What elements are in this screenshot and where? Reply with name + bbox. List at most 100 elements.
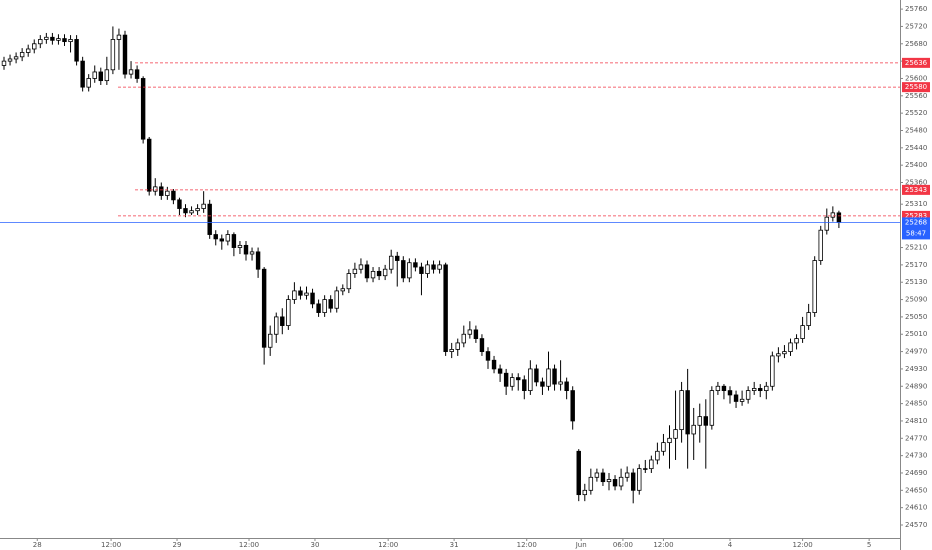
candle-body: [219, 238, 225, 242]
candle-body: [479, 338, 485, 352]
candle-body: [637, 468, 642, 491]
candle-body: [715, 385, 721, 392]
countdown: 58:47: [906, 229, 926, 237]
candle-body: [328, 299, 333, 309]
candle-body: [376, 270, 382, 277]
candle-body: [255, 251, 261, 270]
x-tick-label: 12:00: [239, 541, 259, 549]
y-tick-label: 24610: [905, 504, 927, 512]
candle-body: [44, 36, 49, 40]
level-tag: [902, 82, 930, 93]
y-tick-label: 24810: [905, 417, 927, 425]
candle-body: [134, 69, 140, 79]
candle-body: [364, 264, 370, 279]
candle-body: [159, 186, 164, 196]
candle-body: [522, 379, 527, 392]
y-tick-label: 24970: [905, 348, 927, 356]
candle-body: [516, 377, 521, 381]
candle-body: [86, 78, 91, 88]
x-tick-label: 12:00: [517, 541, 537, 549]
candle-body: [104, 69, 110, 82]
candle-body: [322, 299, 327, 313]
candle-body: [316, 303, 321, 313]
candle-body: [546, 368, 551, 387]
candle-body: [32, 43, 37, 50]
candle-body: [346, 273, 352, 290]
candle-body: [310, 292, 315, 305]
candle-body: [261, 268, 267, 348]
candle-body: [38, 39, 43, 45]
candle-body: [419, 266, 424, 274]
candle-body: [606, 479, 612, 483]
candle-body: [588, 476, 594, 491]
candle-body: [461, 333, 467, 344]
y-tick-label: 25400: [905, 161, 927, 169]
candle-body: [509, 377, 515, 387]
y-tick-label: 25130: [905, 278, 927, 286]
candle-body: [207, 203, 212, 235]
candle-body: [62, 38, 67, 43]
y-tick-label: 25310: [905, 200, 927, 208]
candle-body: [201, 203, 206, 209]
candle-body: [497, 368, 503, 374]
candle-body: [679, 390, 684, 431]
y-tick-label: 24650: [905, 486, 927, 494]
candle-body: [98, 71, 104, 82]
y-tick-label: 24890: [905, 382, 927, 390]
candle-body: [751, 388, 757, 392]
y-tick-label: 25090: [905, 296, 927, 304]
last-price-tag: [902, 217, 930, 240]
x-tick-label: 06:00: [613, 541, 633, 549]
y-tick-label: 24730: [905, 452, 927, 460]
candle-body: [824, 216, 830, 231]
candle-body: [146, 138, 152, 192]
candle-body: [673, 429, 678, 439]
candle-body: [661, 442, 666, 452]
candle-body: [764, 385, 769, 392]
candle-body: [237, 244, 243, 248]
y-tick-label: 24690: [905, 469, 927, 477]
candle-body: [800, 325, 805, 339]
candle-body: [92, 71, 97, 79]
y-tick-label: 25210: [905, 244, 927, 252]
candle-body: [437, 264, 442, 270]
candle-body: [709, 390, 715, 426]
candle-body: [770, 355, 775, 387]
candle-body: [564, 381, 569, 392]
y-tick-label: 25560: [905, 92, 927, 100]
candle-body: [286, 299, 291, 326]
y-tick-label: 25440: [905, 144, 927, 152]
candle-body: [304, 292, 309, 296]
candle-body: [407, 262, 412, 279]
candle-body: [534, 368, 539, 383]
candle-body: [358, 264, 364, 270]
candle-body: [231, 234, 237, 248]
candle-body: [395, 255, 400, 261]
candle-body: [80, 60, 85, 88]
x-tick-label: 30: [311, 541, 320, 549]
candle-body: [243, 244, 249, 255]
candle-body: [618, 476, 624, 487]
candle-body: [153, 186, 158, 192]
x-tick-label: 4: [728, 541, 733, 549]
candle-body: [818, 229, 823, 261]
level-label: 25580: [905, 83, 927, 91]
candle-body: [836, 212, 842, 223]
candle-body: [703, 416, 709, 426]
candle-body: [491, 359, 497, 370]
candle-body: [582, 489, 588, 496]
candle-body: [249, 251, 255, 255]
candle-body: [830, 212, 836, 218]
candle-body: [128, 69, 134, 75]
x-tick-label: 28: [33, 541, 42, 549]
y-tick-label: 25600: [905, 74, 927, 82]
y-tick-label: 25680: [905, 40, 927, 48]
candle-body: [292, 290, 297, 300]
candle-body: [473, 329, 479, 339]
candle-body: [195, 208, 200, 212]
candle-body: [455, 342, 460, 350]
candle-body: [624, 472, 630, 478]
candle-body: [340, 288, 346, 292]
